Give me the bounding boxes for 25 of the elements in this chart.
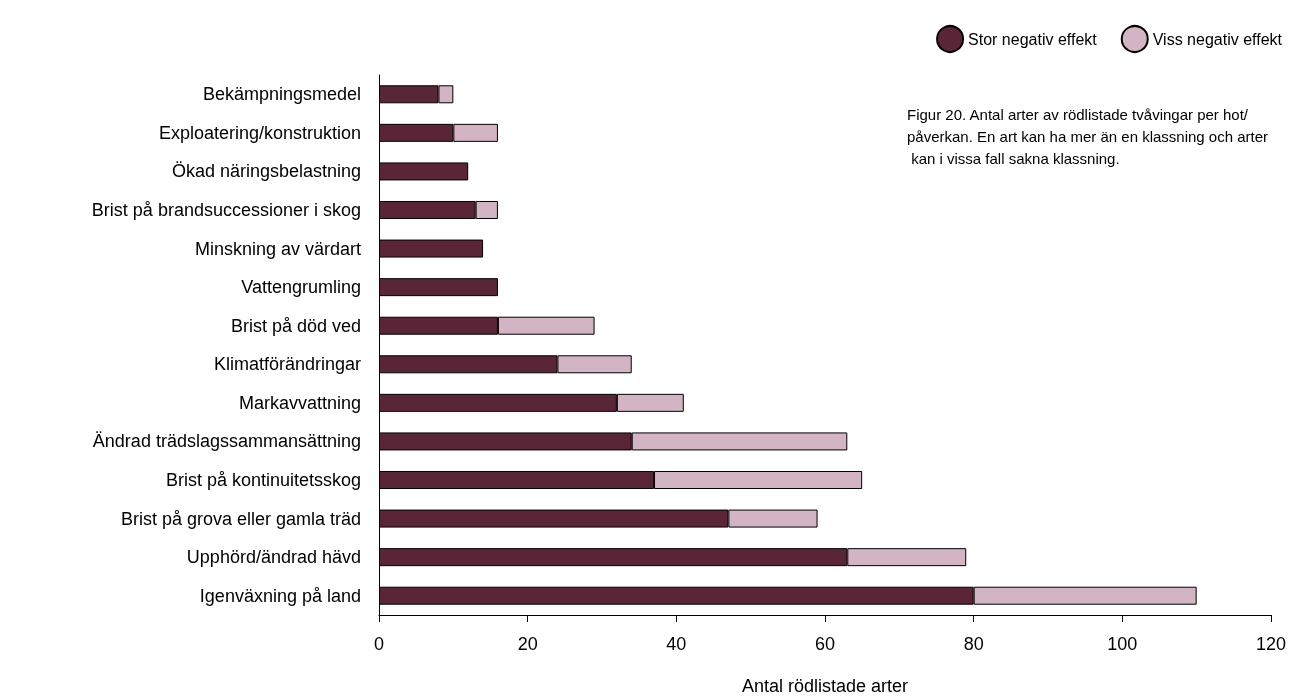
y-tick-label: Brist på brandsuccessioner i skog [91, 200, 361, 220]
y-tick-label: Brist på död ved [230, 315, 361, 336]
y-tick-label: Markavvattning [238, 392, 361, 413]
x-tick-label: 120 [1255, 634, 1287, 654]
x-tick-label: 60 [814, 634, 836, 654]
y-tick-label: Brist på grova eller gamla träd [120, 508, 361, 529]
x-tick-label: 20 [517, 634, 538, 654]
legend-label: Stor negativ effekt [968, 30, 1098, 48]
y-tick-label: Klimatförändringar [213, 354, 361, 375]
y-tick-label: Minskning av värdart [194, 238, 361, 259]
y-tick-label: Upphörd/ändrad hävd [186, 547, 361, 568]
legend-label: Viss negativ effekt [1152, 30, 1283, 48]
y-tick-label: Igenväxning på land [199, 585, 361, 606]
y-tick-label: Ändrad trädslagssammansättning [92, 431, 361, 452]
y-tick-label: Ökad näringsbelastning [171, 161, 361, 182]
x-tick-label: 40 [666, 634, 687, 654]
y-tick-label: Bekämpningsmedel [202, 84, 361, 105]
y-tick-label: Exploatering/konstruktion [158, 122, 361, 143]
x-axis-title: Antal rödlistade arter [741, 676, 909, 696]
x-tick-label: 100 [1107, 634, 1138, 654]
x-tick-label: 0 [373, 634, 385, 654]
x-tick-label: 80 [963, 634, 984, 654]
y-tick-label: Brist på kontinuitetsskog [165, 470, 361, 490]
y-tick-label: Vattengrumling [241, 277, 361, 298]
text: Figur 20. Antal arter av rödlistade tvåvingar per hot/påverkan. En art kan ha mer än en klassning och arter kan i vissa fall sakna klassning. [907, 105, 1269, 167]
